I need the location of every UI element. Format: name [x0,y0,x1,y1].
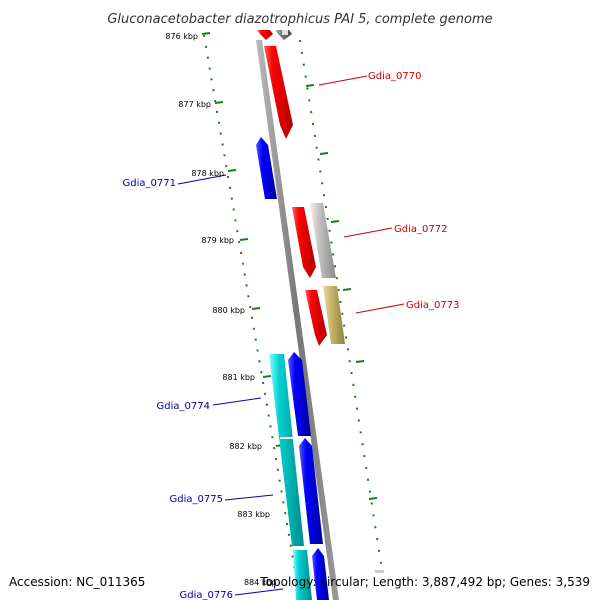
gene-gdia-0773[interactable] [323,286,345,344]
gene-label-gdia-0773[interactable]: Gdia_0773 [406,300,459,311]
label-leaders [177,75,405,596]
gene-label-gdia-0774[interactable]: Gdia_0774 [157,401,210,412]
gene-label-gdia-0775[interactable]: Gdia_0775 [170,494,223,505]
gene-label-gdia-0771[interactable]: Gdia_0771 [123,178,176,189]
tick-label: 878 kbp [191,169,224,178]
tick-track-left [203,34,301,600]
tick-label: 880 kbp [212,306,245,315]
gene-gdia-0772[interactable] [310,203,336,278]
gene-other-block [282,30,288,35]
tick-label: 881 kbp [222,373,255,382]
tick-label: 884 kbp [244,578,277,587]
gene-label-gdia-0776[interactable]: Gdia_0776 [180,590,233,600]
tick-label: 877 kbp [178,100,211,109]
track-end-marker [375,570,384,573]
genome-backbone [256,40,339,600]
gene-label-gdia-0772[interactable]: Gdia_0772 [394,224,447,235]
gene-blue-arrow[interactable] [299,438,323,544]
gene-gdia-0774[interactable] [269,354,304,546]
tick-marks [201,32,378,515]
gene-label-gdia-0770[interactable]: Gdia_0770 [368,71,421,82]
tick-label: 879 kbp [201,236,234,245]
gene-red-0772-region[interactable] [292,207,316,278]
gene-gdia-0776[interactable] [293,550,312,600]
map-title: Gluconacetobacter diazotrophicus PAI 5, … [107,12,492,27]
gene-red-0773-region[interactable] [305,290,327,346]
gene-blue-arrow[interactable] [288,352,311,436]
tick-label: 882 kbp [229,442,262,451]
gene-blue-arrow[interactable] [312,548,329,600]
accession-text: Accession: NC_011365 [9,575,145,589]
gene-forward-arrow[interactable] [257,30,273,40]
tick-label: 883 kbp [237,510,270,519]
topology-text: Topology: circular; Length: 3,887,492 bp… [259,575,590,589]
gene-gdia-0770[interactable] [264,46,293,139]
gene-gdia-0771[interactable] [256,137,277,199]
tick-label: 876 kbp [165,32,198,41]
